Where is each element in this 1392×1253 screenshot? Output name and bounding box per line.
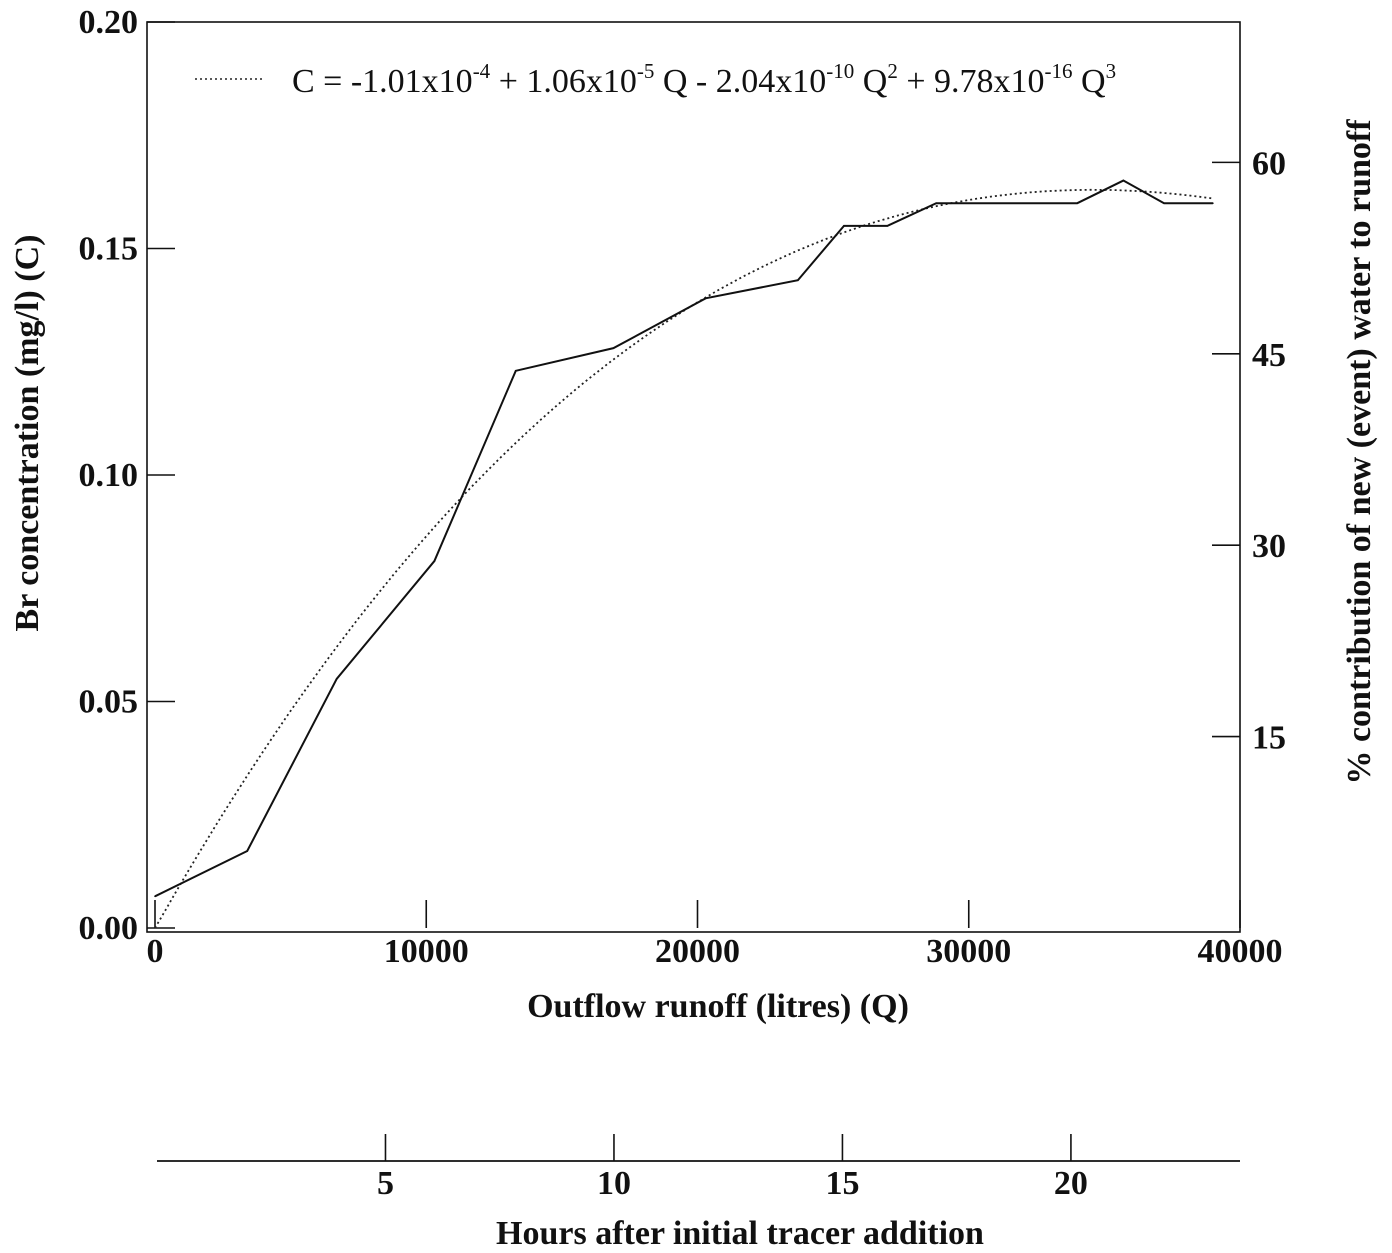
plot-frame — [146, 21, 1241, 933]
fit-curve-line — [154, 188, 1214, 929]
right-tick-label: 15 — [1252, 720, 1286, 757]
measured-series-line — [154, 179, 1213, 898]
eq-part-3: Q - 2.04x10 — [654, 63, 826, 100]
y-tick-label: 0.20 — [79, 4, 139, 41]
measured-point — [1212, 202, 1214, 204]
measured-point — [886, 225, 889, 227]
hours-axis-title: Hours after initial tracer addition — [496, 1215, 984, 1252]
x-tick-label: 30000 — [926, 933, 1011, 970]
hours-tick-label: 20 — [1054, 1165, 1088, 1202]
measured-point — [514, 370, 517, 372]
measured-point — [154, 895, 156, 898]
eq-exp-4: 2 — [887, 59, 898, 83]
measured-point — [797, 279, 799, 282]
x-tick-label: 10000 — [384, 933, 469, 970]
measured-point — [612, 347, 615, 349]
hours-tick-label: 5 — [377, 1165, 394, 1202]
hours-tick-label: 15 — [825, 1165, 859, 1202]
y-tick-label: 0.15 — [79, 231, 139, 268]
hours-tick-label: 10 — [597, 1165, 631, 1202]
right-axis-ticks: 15 30 45 60 — [1212, 145, 1286, 757]
eq-exp-2: -5 — [637, 59, 655, 83]
measured-point — [1076, 202, 1079, 204]
measured-point — [246, 850, 249, 852]
eq-exp-3: -10 — [826, 59, 854, 83]
eq-exp-5: -16 — [1045, 59, 1073, 83]
x-tick-label: 20000 — [655, 933, 740, 970]
measured-point — [1163, 202, 1165, 204]
right-tick-label: 60 — [1252, 145, 1286, 182]
measured-point — [843, 225, 845, 227]
y-tick-label: 0.00 — [79, 910, 139, 947]
hours-axis-ticks: 5 10 15 20 — [377, 1134, 1088, 1202]
right-tick-label: 45 — [1252, 337, 1286, 374]
y-axis-ticks: 0.00 0.05 0.10 0.15 0.20 — [79, 4, 175, 947]
eq-exp-6: 3 — [1106, 59, 1117, 83]
measured-point — [935, 202, 937, 204]
measured-point — [1122, 179, 1125, 182]
x-axis-ticks: 0 10000 20000 30000 40000 — [147, 900, 1283, 970]
right-axis-title: % contribution of new (event) water to r… — [1341, 119, 1378, 785]
eq-part-2: + 1.06x10 — [490, 63, 637, 100]
x-tick-label: 0 — [147, 933, 164, 970]
eq-part-1: C = -1.01x10 — [292, 63, 473, 100]
y-axis-title: Br concentration (mg/l) (C) — [9, 235, 46, 632]
y-tick-label: 0.10 — [79, 457, 139, 494]
measured-points — [154, 179, 1214, 898]
measured-point — [335, 678, 338, 680]
eq-part-5: + 9.78x10 — [898, 63, 1045, 100]
measured-point — [704, 297, 707, 300]
measured-point — [433, 560, 436, 562]
eq-part-4: Q — [854, 63, 887, 100]
y-tick-label: 0.05 — [79, 684, 139, 721]
right-tick-label: 30 — [1252, 528, 1286, 565]
eq-exp-1: -4 — [473, 59, 491, 83]
x-axis-title: Outflow runoff (litres) (Q) — [527, 988, 909, 1025]
fit-equation-label: C = -1.01x10-4 + 1.06x10-5 Q - 2.04x10-1… — [292, 59, 1116, 100]
x-tick-label: 40000 — [1198, 933, 1283, 970]
eq-part-6: Q — [1073, 63, 1106, 100]
